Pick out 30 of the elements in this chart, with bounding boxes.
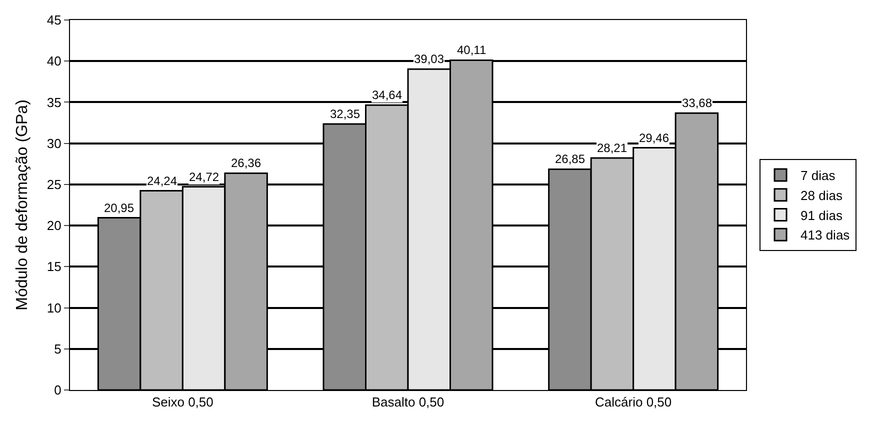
y-tick-label: 15 [46, 259, 62, 274]
data-label: 34,64 [372, 88, 402, 102]
x-tick-label: Calcário 0,50 [595, 394, 672, 410]
data-label: 33,68 [682, 96, 712, 110]
y-tick-label: 5 [54, 341, 62, 356]
y-tick-label: 35 [46, 94, 62, 110]
data-label: 40,11 [457, 43, 486, 57]
x-tick-label: Basalto 0,50 [372, 394, 444, 410]
legend-label: 28 dias [800, 188, 843, 203]
data-label: 26,85 [555, 152, 586, 166]
data-label: 28,21 [597, 141, 628, 155]
data-label: 20,95 [104, 201, 134, 215]
y-axis-title: Módulo de deformação (GPa) [14, 100, 31, 310]
y-tick-label: 40 [46, 54, 62, 69]
legend-label: 7 dias [800, 168, 836, 184]
y-tick-label: 20 [46, 218, 62, 234]
y-tick-label: 10 [46, 300, 62, 316]
legend-label: 413 dias [800, 228, 850, 243]
y-tick-label: 25 [46, 176, 62, 192]
data-label: 24,24 [147, 174, 178, 188]
y-tick-label: 0 [54, 382, 62, 398]
x-tick-label: Seixo 0,50 [152, 394, 214, 410]
data-label: 26,36 [231, 156, 262, 170]
data-label: 39,03 [414, 52, 444, 66]
data-label: 32,35 [330, 107, 360, 121]
y-tick-label: 45 [46, 12, 62, 28]
data-label: 29,46 [639, 131, 670, 145]
y-tick-label: 30 [46, 136, 62, 151]
legend-label: 91 dias [800, 208, 843, 223]
data-label: 24,72 [189, 170, 220, 184]
